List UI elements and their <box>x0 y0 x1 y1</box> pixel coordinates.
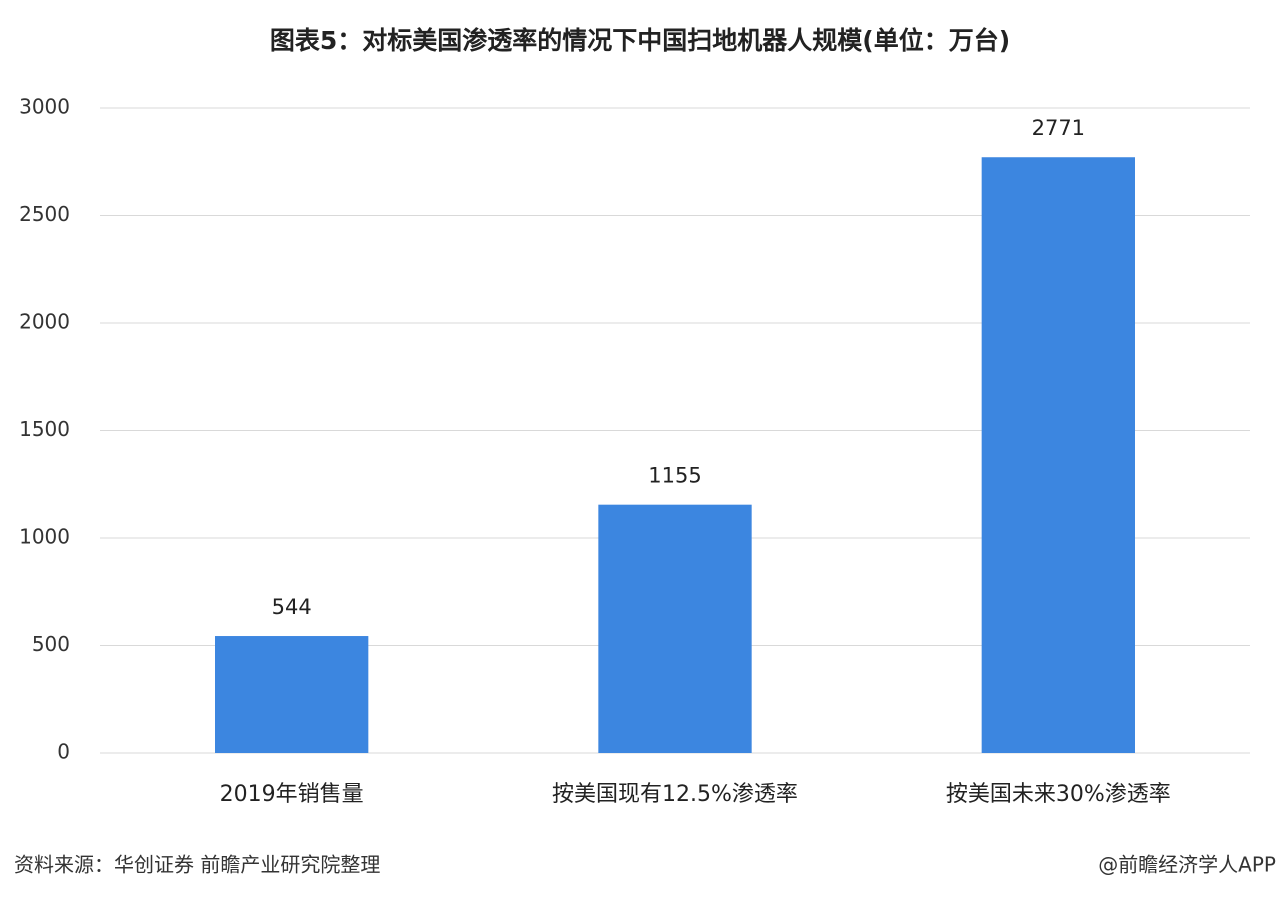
source-note: 资料来源：华创证券 前瞻产业研究院整理 <box>14 853 380 877</box>
chart-title: 图表5：对标美国渗透率的情况下中国扫地机器人规模(单位：万台) <box>270 26 1010 55</box>
x-tick-label: 2019年销售量 <box>220 782 364 807</box>
x-tick-label: 按美国未来30%渗透率 <box>946 782 1171 807</box>
y-tick-label: 2000 <box>19 310 70 334</box>
y-tick-label: 3000 <box>19 95 70 119</box>
value-label: 1155 <box>648 464 701 488</box>
y-tick-label: 1000 <box>19 525 70 549</box>
y-tick-label: 2500 <box>19 202 70 226</box>
bar <box>598 504 752 753</box>
value-label: 544 <box>272 595 312 619</box>
credit-note: @前瞻经济学人APP <box>1098 853 1276 877</box>
bar <box>981 157 1135 754</box>
y-tick-label: 0 <box>57 740 70 764</box>
y-tick-label: 1500 <box>19 417 70 441</box>
y-tick-label: 500 <box>32 632 70 656</box>
value-label: 2771 <box>1032 116 1085 140</box>
x-tick-label: 按美国现有12.5%渗透率 <box>552 782 798 807</box>
bar <box>215 636 369 753</box>
